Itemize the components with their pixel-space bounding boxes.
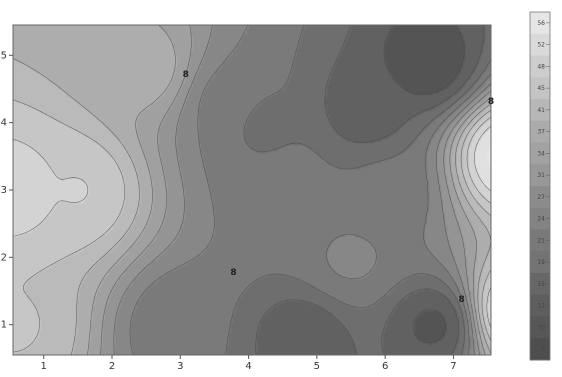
colorbar-swatch (530, 55, 550, 78)
y-tick-label: 3 (1, 185, 7, 196)
colorbar-swatch (530, 142, 550, 165)
colorbar-label: 7 (541, 346, 545, 353)
colorbar-swatch (530, 229, 550, 252)
contour-line (100, 24, 492, 356)
colorbar-label: 45 (537, 85, 545, 92)
colorbar-label: 34 (537, 150, 545, 157)
x-tick-label: 7 (450, 361, 456, 372)
y-tick-label: 2 (1, 252, 7, 263)
colorbar-swatch (530, 12, 550, 35)
colorbar-label: 27 (537, 194, 545, 201)
colorbar-label: 10 (537, 324, 545, 331)
colorbar-label: 15 (537, 281, 545, 288)
colorbar-swatch (530, 99, 550, 122)
colorbar-swatch (530, 251, 550, 274)
x-tick-label: 5 (314, 361, 320, 372)
contour-label: 8 (459, 295, 465, 305)
contour-line (474, 125, 492, 192)
contour-lines (12, 24, 492, 356)
contour-labels: 8 8 8 8 (183, 70, 495, 305)
contour-label: 8 (488, 97, 494, 107)
contour-line (12, 58, 492, 356)
contour-line (255, 24, 485, 356)
contour-line (129, 24, 492, 356)
colorbar-swatch (530, 273, 550, 296)
colorbar-swatch (530, 120, 550, 143)
colorbar-frame (529, 11, 551, 361)
x-axis: 1 2 3 4 5 6 7 (41, 355, 457, 372)
colorbar-swatch (530, 164, 550, 187)
colorbar-swatch (530, 316, 550, 339)
y-tick-label: 5 (1, 50, 7, 61)
contour-field (13, 25, 491, 355)
colorbar: 56 52 48 45 41 37 34 31 27 24 21 19 15 12 10 7 (529, 11, 551, 361)
x-tick-label: 1 (41, 361, 47, 372)
x-tick-label: 4 (245, 361, 251, 372)
y-axis: 1 2 3 4 5 (1, 50, 13, 331)
plot-area: 8 8 8 8 (12, 24, 495, 356)
contour-line (225, 24, 492, 356)
contour-line (12, 99, 492, 353)
contour-label: 8 (183, 70, 189, 80)
contour-line (113, 24, 492, 356)
colorbar-label: 21 (537, 237, 545, 244)
colorbar-label: 41 (537, 107, 545, 114)
colorbar-swatch (530, 33, 550, 56)
colorbar-label: 48 (537, 63, 545, 70)
colorbar-label: 31 (537, 172, 545, 179)
contour-label: 8 (230, 268, 236, 278)
contour-line (383, 24, 465, 344)
y-tick-label: 1 (1, 320, 7, 331)
x-tick-label: 2 (109, 361, 115, 372)
colorbar-swatch (530, 77, 550, 100)
colorbar-label: 12 (537, 303, 545, 310)
colorbar-label: 19 (537, 259, 545, 266)
colorbar-label: 52 (537, 42, 545, 49)
colorbar-label: 37 (537, 129, 545, 136)
colorbar-label: 56 (537, 20, 545, 27)
x-tick-label: 6 (382, 361, 388, 372)
colorbar-swatch (530, 338, 550, 361)
colorbar-swatch (530, 186, 550, 209)
y-tick-label: 4 (1, 118, 7, 129)
colorbar-swatch (530, 294, 550, 317)
colorbar-swatch (530, 207, 550, 230)
colorbar-label: 24 (537, 216, 545, 223)
x-tick-label: 3 (177, 361, 183, 372)
